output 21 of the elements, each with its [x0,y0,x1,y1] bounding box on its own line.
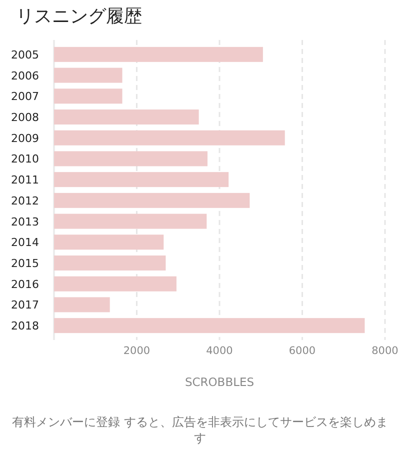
x-axis-title: SCROBBLES [184,375,254,389]
x-tick-label: 6000 [288,345,316,357]
y-tick-label: 2005 [11,48,39,62]
y-tick-label: 2017 [11,298,39,312]
y-tick-label: 2010 [11,152,39,166]
y-tick-label: 2011 [11,174,39,187]
y-tick-label: 2015 [11,257,39,270]
x-tick-label: 4000 [206,345,233,357]
y-tick-label: 2007 [11,90,39,104]
y-tick-label: 2013 [11,215,39,228]
x-tick-label: 8000 [372,345,398,357]
y-tick-label: 2016 [11,278,39,291]
y-tick-label: 2008 [11,111,39,124]
x-tick-label: 2000 [123,345,150,357]
y-tick-label: 2018 [11,320,39,333]
y-tick-label: 2006 [11,69,39,82]
text: 有料メンバーに登録 すると、広告を非表示にしてサービスを楽しめます [11,414,389,446]
title: リスニング履歴 [16,6,142,27]
y-tick-label: 2014 [11,236,39,250]
y-tick-label: 2009 [11,132,39,145]
y-tick-label: 2012 [11,194,39,208]
